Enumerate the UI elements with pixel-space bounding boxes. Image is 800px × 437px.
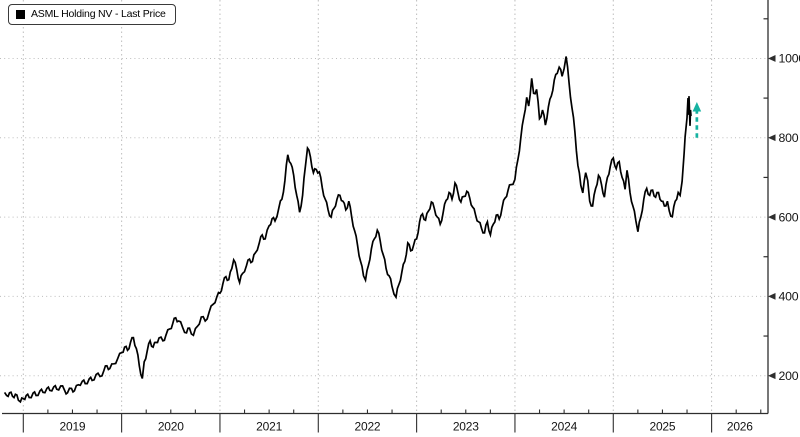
y-tick-label: 400	[779, 290, 799, 304]
x-tick-year-label: 2021	[256, 420, 282, 434]
x-tick-year-label: 2025	[649, 420, 675, 434]
legend-swatch-icon	[16, 9, 25, 19]
y-tick-label: 1000	[779, 52, 800, 66]
x-tick-year-label: 2026	[727, 420, 753, 434]
y-tick-arrow-icon	[768, 372, 776, 380]
y-tick-label: 200	[779, 369, 799, 383]
x-tick-year-label: 2023	[453, 420, 479, 434]
y-tick-arrow-icon	[768, 292, 776, 300]
x-tick-year-label: 2024	[551, 420, 577, 434]
y-tick-label: 600	[779, 210, 799, 224]
legend-label: ASML Holding NV - Last Price	[31, 8, 166, 20]
x-tick-year-label: 2022	[355, 420, 381, 434]
y-tick-arrow-icon	[768, 213, 776, 221]
x-tick-year-label: 2019	[60, 420, 86, 434]
y-tick-label: 800	[779, 131, 799, 145]
price-line	[3, 56, 692, 404]
legend: ASML Holding NV - Last Price	[8, 4, 176, 25]
y-tick-arrow-icon	[768, 55, 776, 62]
x-tick-year-label: 2020	[158, 420, 184, 434]
trend-up-arrow-head-icon	[692, 102, 702, 112]
y-tick-arrow-icon	[768, 134, 776, 142]
